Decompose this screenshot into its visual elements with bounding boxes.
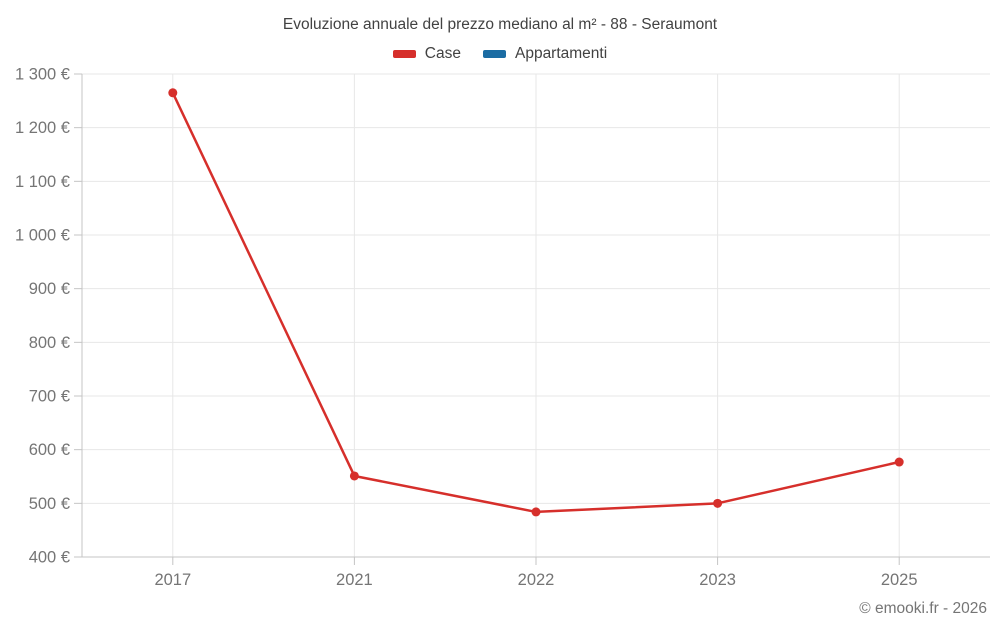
legend: Case Appartamenti	[0, 45, 1000, 63]
y-tick-label: 1 200 €	[15, 119, 70, 137]
data-point	[168, 88, 178, 98]
legend-item-appartamenti[interactable]: Appartamenti	[482, 45, 608, 63]
case-series-swatch	[392, 50, 416, 58]
y-tick-label: 1 000 €	[15, 227, 70, 245]
data-point	[894, 457, 904, 467]
y-tick-label: 900 €	[29, 280, 70, 298]
legend-label-appartamenti: Appartamenti	[514, 45, 608, 62]
x-tick-label: 2022	[518, 571, 555, 589]
appartamenti-series-swatch	[482, 50, 506, 58]
copyright-credit: © emooki.fr - 2026	[859, 600, 987, 617]
data-point	[713, 498, 723, 508]
y-tick-label: 700 €	[29, 388, 70, 406]
chart-title: Evoluzione annuale del prezzo mediano al…	[282, 16, 718, 33]
y-tick-label: 500 €	[29, 495, 70, 513]
x-tick-label: 2025	[881, 571, 918, 589]
y-tick-label: 800 €	[29, 334, 70, 352]
x-tick-label: 2023	[699, 571, 736, 589]
y-tick-label: 1 300 €	[15, 66, 70, 84]
x-tick-label: 2021	[336, 571, 373, 589]
legend-label-case: Case	[424, 45, 461, 62]
data-point	[531, 507, 541, 517]
y-tick-label: 1 100 €	[15, 173, 70, 191]
legend-item-case[interactable]: Case	[392, 45, 461, 63]
x-tick-label: 2017	[154, 571, 191, 589]
y-tick-label: 400 €	[29, 549, 70, 567]
y-tick-label: 600 €	[29, 441, 70, 459]
data-point	[349, 471, 359, 481]
